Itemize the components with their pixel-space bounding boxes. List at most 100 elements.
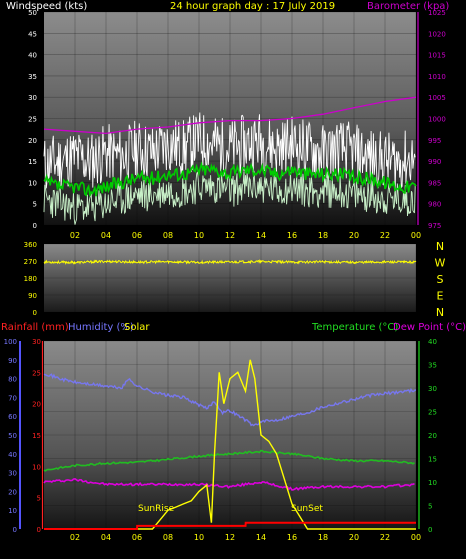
series-barometer [43,96,417,135]
sunset-label: SunSet [291,504,323,514]
x-tick-label: 10 [194,231,204,240]
y-right-tick-label: 1000 [428,116,446,124]
y-right-tick-label: 995 [428,137,441,145]
x-tick-label: 02 [70,231,80,240]
y-right-tick-label: 990 [428,158,441,166]
bottom-ticks: 0510152025303540010203040506070809010005… [4,338,437,542]
x-tick-label: 12 [225,231,235,240]
y-right-tick-label: 1010 [428,73,446,81]
y-temp-tick-label: 10 [428,479,437,487]
series-solar [44,359,416,530]
solar-label: Solar [124,322,150,333]
y-left-tick-label: 45 [28,30,37,38]
y-rain-tick-label: 10 [32,463,41,471]
y-left-tick-label: 20 [28,137,37,145]
y-temp-tick-label: 35 [428,362,437,370]
x-tick-label: 12 [225,533,235,542]
y-temp-tick-label: 15 [428,456,437,464]
y-right-tick-label: 980 [428,201,441,209]
series-dewpoint [43,477,415,491]
x-tick-label: 18 [318,533,328,542]
x-tick-label: 06 [132,231,142,240]
series-humidity [43,373,417,427]
x-tick-label: 14 [256,231,266,240]
y-right-tick-label: 975 [428,222,441,230]
compass-letter: S [437,273,444,286]
rainfall-label: Rainfall (mm) [1,322,69,333]
y-temp-tick-label: 25 [428,409,437,417]
series-temperature [43,449,415,472]
bottom-plot-area [44,341,416,529]
direction-ticks: 0 90 180 270 360 [24,241,37,317]
windspeed-label: Windspeed (kts) [6,1,87,12]
series-windspeed-avg [43,161,417,197]
y-humidity-tick-label: 0 [13,526,17,534]
direction-plot-area [44,244,416,312]
direction-grid [44,243,417,313]
x-tick-label: 00 [411,231,421,240]
y-rain-tick-label: 20 [32,401,41,409]
y-temp-tick-label: 20 [428,432,437,440]
y-rain-tick-label: 0 [37,526,41,534]
y-humidity-tick-label: 30 [8,470,17,478]
y-humidity-tick-label: 20 [8,488,17,496]
y-tick-label: 270 [24,258,37,266]
temperature-label: Temperature (°C) [311,322,398,333]
series-windspeed-low [43,170,416,225]
y-right-tick-label: 1015 [428,52,446,60]
bottom-series [43,359,417,530]
x-tick-label: 16 [287,533,297,542]
series-rainfall [44,521,416,530]
x-tick-label: 20 [349,533,359,542]
x-tick-label: 18 [318,231,328,240]
y-right-tick-label: 1025 [428,9,446,17]
y-left-tick-label: 5 [33,201,37,209]
y-humidity-tick-label: 100 [4,338,17,346]
x-tick-label: 20 [349,231,359,240]
series-wind-direction [43,258,417,265]
series-windspeed-gust [43,112,416,191]
x-tick-label: 04 [101,533,111,542]
y-tick-label: 180 [24,275,37,283]
y-rain-tick-label: 25 [32,369,41,377]
x-tick-label: 08 [163,231,173,240]
y-temp-tick-label: 0 [428,526,432,534]
wind-barometer-panel: 0510152025303540455097598098599099510001… [6,1,449,240]
x-tick-label: 08 [163,533,173,542]
wind-series [43,96,417,225]
y-left-tick-label: 25 [28,116,37,124]
direction-series [43,258,417,265]
y-left-tick-label: 30 [28,94,37,102]
y-rain-tick-label: 30 [32,338,41,346]
y-temp-tick-label: 40 [428,338,437,346]
y-rain-tick-label: 5 [37,495,41,503]
y-right-tick-label: 985 [428,179,441,187]
y-right-tick-label: 1020 [428,30,446,38]
x-tick-label: 14 [256,533,266,542]
y-left-tick-label: 40 [28,52,37,60]
y-humidity-tick-label: 80 [8,376,17,384]
x-tick-label: 22 [380,231,390,240]
graph-title: 24 hour graph day : 17 July 2019 [170,1,335,12]
y-humidity-tick-label: 70 [8,394,17,402]
y-humidity-tick-label: 90 [8,357,17,365]
compass-letter: E [437,290,444,303]
y-rain-tick-label: 15 [32,432,41,440]
x-tick-label: 06 [132,533,142,542]
compass-letter: N [436,306,444,319]
y-tick-label: 90 [28,292,37,300]
humidity-label: Humidity (%) [68,322,134,333]
sunrise-label: SunRise [138,504,175,514]
y-tick-label: 360 [24,241,37,249]
y-humidity-tick-label: 50 [8,432,17,440]
x-tick-label: 10 [194,533,204,542]
x-tick-label: 16 [287,231,297,240]
wind-ticks: 0510152025303540455097598098599099510001… [28,9,446,240]
y-left-tick-label: 35 [28,73,37,81]
y-humidity-tick-label: 60 [8,413,17,421]
dewpoint-label: Dew Point (°C) [393,322,466,333]
